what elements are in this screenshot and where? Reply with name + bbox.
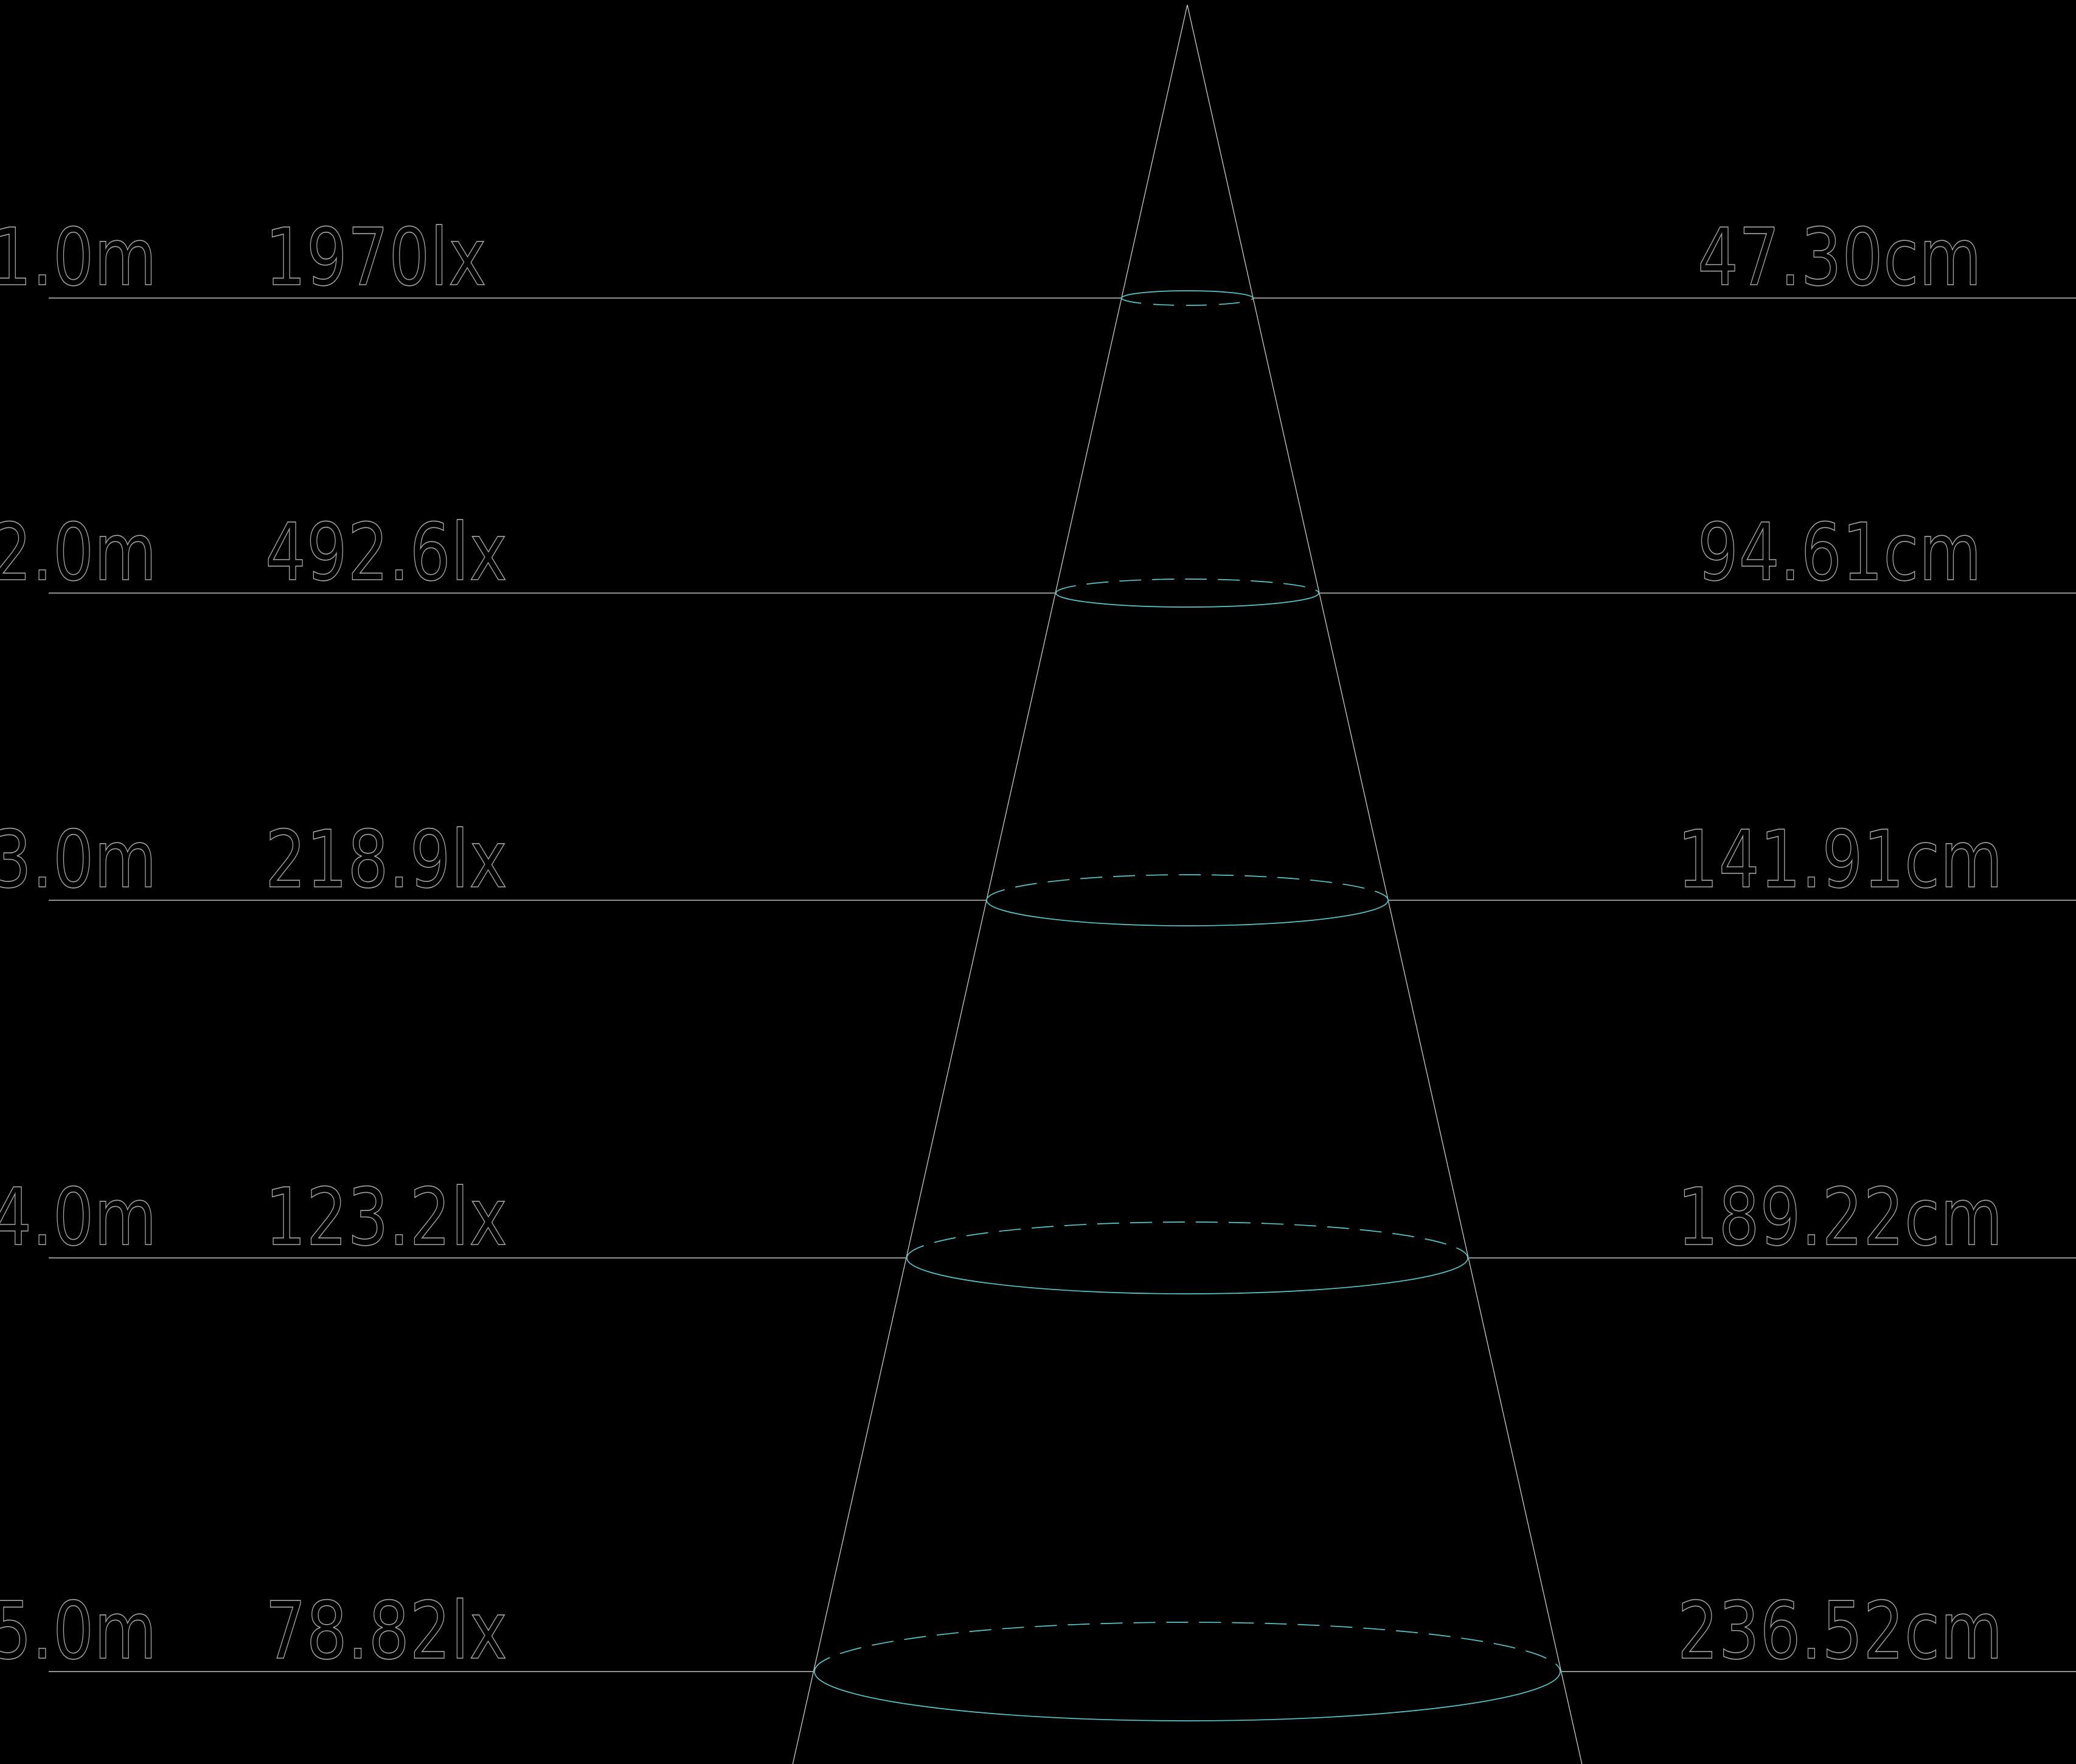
distance-text: 5.0m: [0, 1585, 158, 1677]
beam-ellipse-2-bottom-arc: [986, 900, 1389, 926]
beam-ellipse-1-bottom-arc: [1055, 592, 1319, 608]
illuminance-label-5m: 78.82lx: [265, 1585, 564, 1677]
beam-ellipse-4-top-arc: [814, 1622, 1561, 1672]
distance-label-2m: 2.0m: [0, 506, 196, 599]
distance-label-4m: 4.0m: [0, 1171, 196, 1263]
diameter-text: 236.52cm: [1677, 1585, 2003, 1677]
diameter-text: 141.91cm: [1677, 813, 2003, 906]
diameter-label-5m: 236.52cm: [1505, 1585, 2076, 1677]
beam-ellipse-3-top-arc: [906, 1221, 1468, 1259]
illuminance-text: 1970lx: [265, 211, 487, 304]
distance-label-5m: 5.0m: [0, 1585, 196, 1677]
illuminance-label-4m: 123.2lx: [265, 1171, 564, 1263]
beam-cone-left-edge: [792, 4, 1188, 1764]
beam-ellipse-1-top-arc: [1055, 578, 1319, 594]
illuminance-label-3m: 218.9lx: [265, 813, 564, 906]
beam-ellipse-0-bottom-arc: [1121, 297, 1254, 306]
beam-ellipse-0-top-arc: [1121, 290, 1254, 299]
illuminance-label-2m: 492.6lx: [265, 506, 564, 599]
illuminance-text: 492.6lx: [265, 506, 508, 599]
illuminance-text: 123.2lx: [265, 1171, 508, 1263]
distance-label-1m: 1.0m: [0, 211, 196, 304]
diameter-label-3m: 141.91cm: [1505, 813, 2076, 906]
beam-ellipse-2-top-arc: [986, 874, 1389, 901]
distance-text: 3.0m: [0, 813, 158, 906]
diameter-label-2m: 94.61cm: [1505, 506, 2076, 599]
distance-label-3m: 3.0m: [0, 813, 196, 906]
distance-text: 4.0m: [0, 1171, 158, 1263]
beam-ellipse-4-bottom-arc: [814, 1671, 1561, 1721]
distance-text: 2.0m: [0, 506, 158, 599]
illuminance-text: 218.9lx: [265, 813, 508, 906]
diameter-text: 47.30cm: [1698, 211, 1982, 304]
beam-ellipse-3-bottom-arc: [906, 1257, 1468, 1294]
diameter-label-1m: 47.30cm: [1505, 211, 2076, 304]
distance-text: 1.0m: [0, 211, 158, 304]
diameter-text: 94.61cm: [1698, 506, 1982, 599]
diameter-text: 189.22cm: [1677, 1171, 2003, 1263]
illuminance-text: 78.82lx: [265, 1585, 508, 1677]
diameter-label-4m: 189.22cm: [1505, 1171, 2076, 1263]
illuminance-label-1m: 1970lx: [265, 211, 539, 304]
